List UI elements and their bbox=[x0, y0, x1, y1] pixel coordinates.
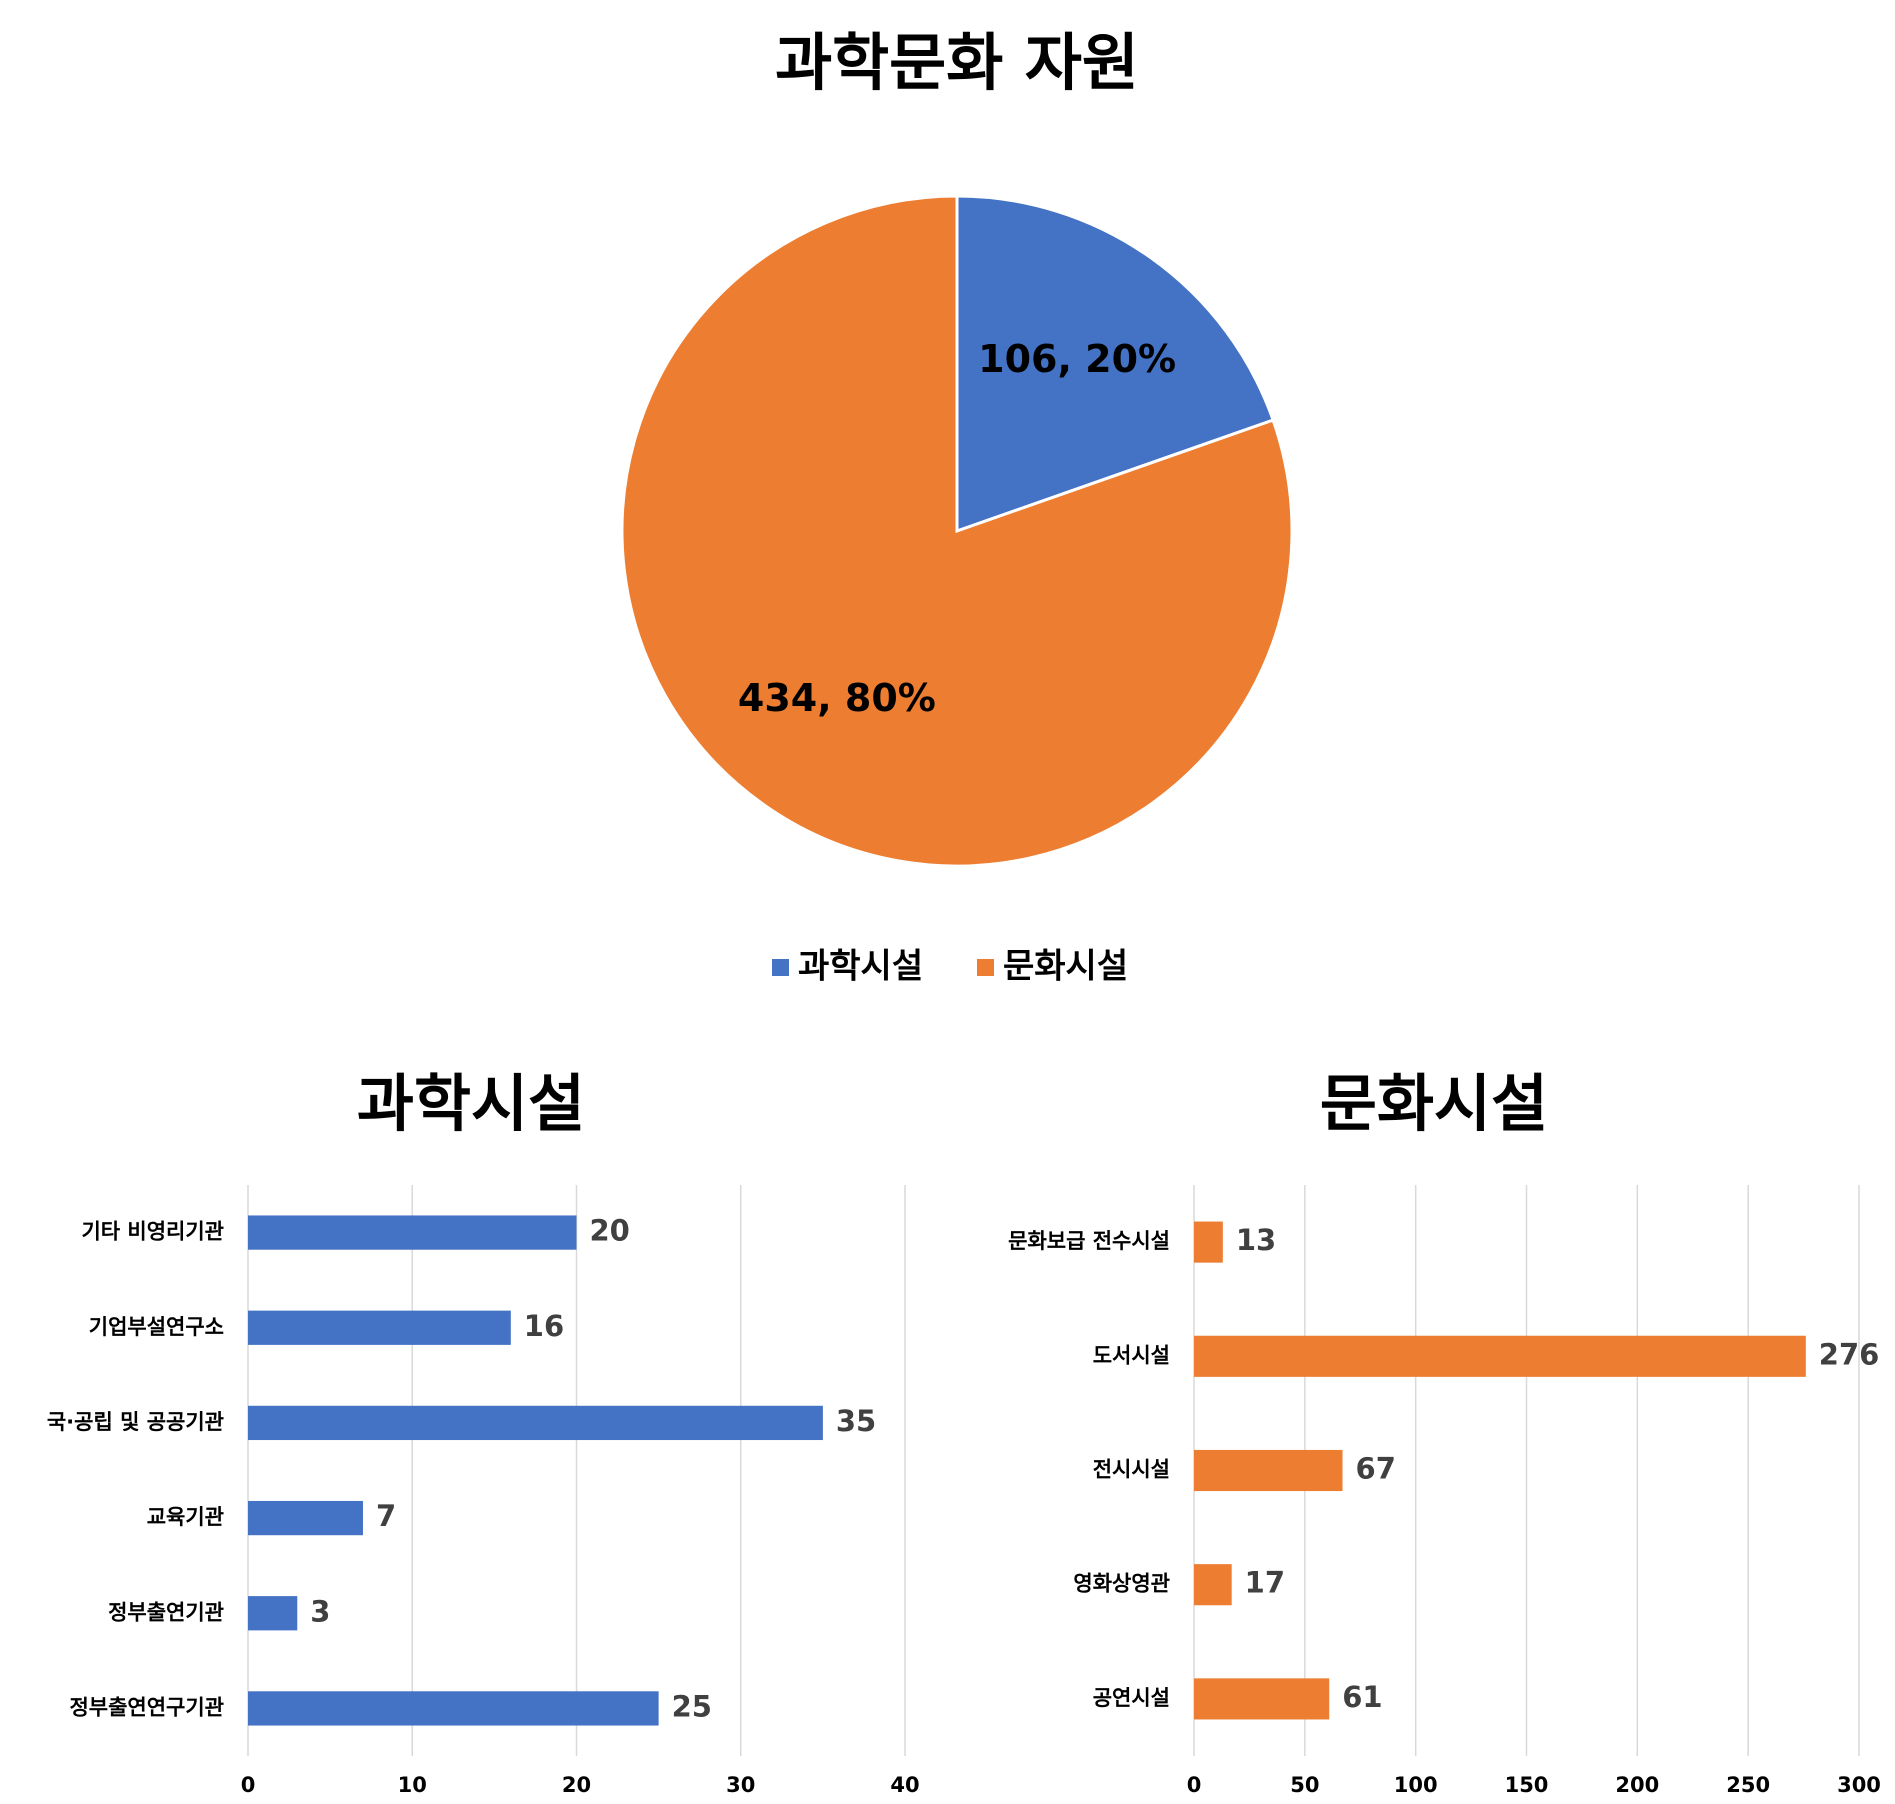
chart-title: 과학시설 bbox=[357, 1067, 585, 1140]
y-tick-label: 도서시설 bbox=[1093, 1343, 1170, 1367]
x-tick-label: 150 bbox=[1505, 1773, 1549, 1797]
data-label: 25 bbox=[672, 1689, 712, 1723]
bar bbox=[1194, 1564, 1232, 1606]
legend-swatch bbox=[977, 959, 994, 976]
legend-label: 문화시설 bbox=[1003, 947, 1128, 987]
x-tick-label: 50 bbox=[1290, 1773, 1319, 1797]
bar bbox=[248, 1500, 363, 1536]
y-tick-label: 교육기관 bbox=[147, 1505, 224, 1529]
data-label: 276 bbox=[1819, 1337, 1880, 1371]
bar bbox=[248, 1596, 298, 1631]
bar bbox=[248, 1215, 577, 1250]
bar bbox=[1194, 1221, 1223, 1263]
x-tick-label: 100 bbox=[1394, 1773, 1438, 1797]
bar bbox=[1194, 1678, 1330, 1720]
bar bbox=[1194, 1449, 1343, 1492]
data-label: 67 bbox=[1356, 1452, 1396, 1486]
data-label: 7 bbox=[376, 1499, 396, 1533]
y-tick-label: 국·공립 및 공공기관 bbox=[47, 1410, 224, 1434]
bar bbox=[248, 1310, 511, 1345]
data-label: 13 bbox=[1236, 1223, 1276, 1257]
y-tick-label: 정부출연연구기관 bbox=[69, 1695, 224, 1719]
legend-label: 과학시설 bbox=[798, 947, 923, 987]
data-label: 61 bbox=[1342, 1680, 1382, 1714]
x-tick-label: 0 bbox=[241, 1773, 256, 1797]
bar bbox=[248, 1405, 823, 1441]
bar bbox=[1194, 1335, 1806, 1377]
chart-title: 과학문화 자원 bbox=[775, 26, 1139, 99]
x-tick-label: 20 bbox=[562, 1773, 591, 1797]
y-tick-label: 문화보급 전수시설 bbox=[1008, 1229, 1170, 1253]
x-tick-label: 200 bbox=[1615, 1773, 1659, 1797]
x-tick-label: 10 bbox=[398, 1773, 427, 1797]
data-label: 16 bbox=[524, 1309, 564, 1343]
y-tick-label: 기업부설연구소 bbox=[89, 1315, 224, 1339]
bar bbox=[248, 1691, 659, 1726]
y-tick-label: 공연시설 bbox=[1093, 1686, 1170, 1710]
x-tick-label: 30 bbox=[726, 1773, 755, 1797]
y-tick-label: 영화상영관 bbox=[1073, 1572, 1170, 1596]
data-label: 17 bbox=[1245, 1566, 1285, 1600]
data-label: 434, 80% bbox=[738, 676, 936, 720]
data-label: 3 bbox=[310, 1594, 330, 1628]
y-tick-label: 정부출연기관 bbox=[108, 1600, 224, 1624]
chart-title: 문화시설 bbox=[1320, 1067, 1548, 1140]
y-tick-label: 기타 비영리기관 bbox=[81, 1220, 224, 1244]
x-tick-label: 40 bbox=[890, 1773, 919, 1797]
data-label: 20 bbox=[590, 1214, 630, 1248]
x-tick-label: 250 bbox=[1726, 1773, 1770, 1797]
data-label: 106, 20% bbox=[978, 337, 1176, 381]
pie-slice bbox=[620, 194, 1294, 868]
x-tick-label: 0 bbox=[1187, 1773, 1202, 1797]
legend-swatch bbox=[772, 959, 789, 976]
data-label: 35 bbox=[836, 1404, 876, 1438]
x-tick-label: 300 bbox=[1837, 1773, 1881, 1797]
y-tick-label: 전시시설 bbox=[1093, 1458, 1170, 1482]
